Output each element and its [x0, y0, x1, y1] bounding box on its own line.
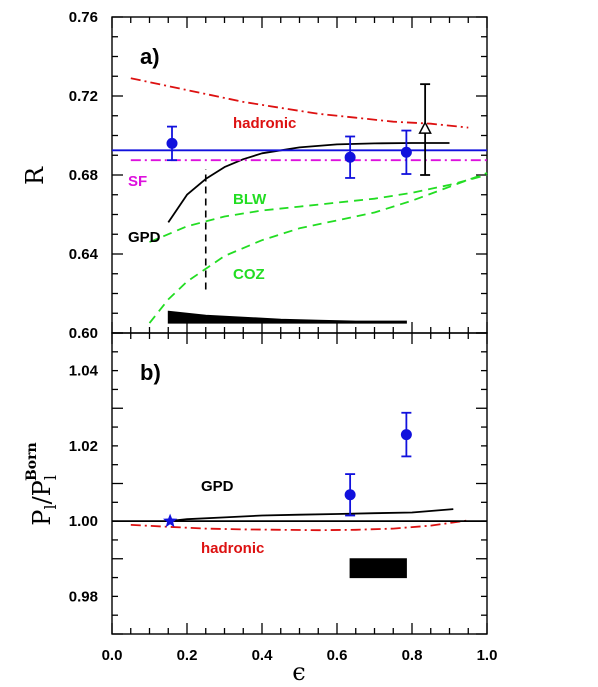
a-y-tick-label: 0.64 [69, 246, 99, 263]
x-tick-label: 0.0 [102, 647, 123, 664]
a-data-point [166, 137, 178, 149]
panel-b-y-axis-title: Pl/PlBorn [24, 442, 60, 525]
ylabel-den: P [28, 480, 56, 496]
panel-b-frame [111, 332, 488, 635]
b-y-tick-label: 1.00 [69, 513, 98, 530]
ylabel-den-sub: l [41, 475, 60, 480]
a-y-tick-label: 0.76 [69, 9, 98, 26]
b-series-gpd-line [168, 508, 454, 522]
b-y-tick-label: 0.98 [69, 588, 98, 605]
curve-label-gpd-a: GPD [128, 229, 161, 246]
panel-b-y-tick-labels: 0.98 1.00 1.02 1.04 [69, 363, 99, 606]
b-y-tick-label: 1.02 [69, 438, 98, 455]
panel-b-ticks [111, 332, 488, 635]
ylabel-den-sup: Born [24, 442, 40, 481]
curve-label-sf: SF [128, 173, 147, 190]
ylabel-main: P [28, 510, 56, 526]
a-series-gpd-line [167, 142, 450, 223]
ylabel-slash: / [28, 495, 56, 504]
panel-a-y-tick-labels: 0.60 0.64 0.68 0.72 0.76 [69, 9, 99, 342]
panel-b-label: b) [140, 360, 161, 385]
a-y-tick-label: 0.60 [69, 325, 98, 342]
curve-label-gpd-b: GPD [201, 478, 234, 495]
panel-b-curves [112, 508, 487, 532]
x-tick-label: 0.6 [327, 647, 348, 664]
b-data-point [344, 489, 356, 501]
panel-b-data-points [163, 411, 412, 528]
panel-a-ticks [111, 16, 488, 334]
curve-label-blw: BLW [233, 191, 267, 208]
panel-b: 0.98 1.00 1.02 1.04 0.0 0.2 0.4 0.6 0.8 1.0 b) G… [24, 332, 498, 686]
curve-label-hadronic-b: hadronic [201, 540, 264, 557]
a-data-point [344, 151, 356, 163]
a-y-tick-label: 0.68 [69, 167, 98, 184]
ylabel-main-sub: l [41, 504, 60, 509]
b-series-hadronic-line [130, 519, 469, 532]
a-series-coz-line [148, 172, 488, 324]
panel-a: 0.600.640.680.720.76 a) hadronic SF BLW … [21, 9, 488, 342]
a-systematic-band [167, 310, 407, 324]
panel-a-y-axis-title: R [21, 166, 49, 185]
curve-label-coz: COZ [233, 266, 265, 283]
b-y-tick-label: 1.04 [69, 363, 99, 380]
a-y-tick-label: 0.72 [69, 88, 98, 105]
svg-text:Pl/PlBorn: Pl/PlBorn [24, 442, 60, 525]
x-tick-labels: 0.0 0.2 0.4 0.6 0.8 1.0 [102, 647, 498, 664]
b-systematic-band [349, 558, 407, 579]
panel-b-systematic-band [349, 558, 407, 579]
b-data-point-star [163, 513, 178, 528]
panel-a-frame [111, 16, 488, 334]
a-series-blw-line [149, 174, 488, 243]
a-series-hadronic-line [130, 77, 469, 129]
x-tick-label: 0.4 [252, 647, 274, 664]
b-data-point [400, 429, 412, 441]
curve-label-hadronic-a: hadronic [233, 115, 296, 132]
x-axis-title: ϵ [292, 658, 305, 686]
panel-a-curves [112, 77, 488, 324]
x-tick-label: 0.2 [177, 647, 198, 664]
x-tick-label: 1.0 [477, 647, 498, 664]
a-data-point [400, 146, 412, 158]
x-tick-label: 0.8 [402, 647, 423, 664]
a-data-point-triangle [418, 120, 432, 134]
panel-a-data-points [166, 83, 432, 179]
panel-a-systematic-band [167, 310, 407, 324]
panel-a-label: a) [140, 44, 160, 69]
